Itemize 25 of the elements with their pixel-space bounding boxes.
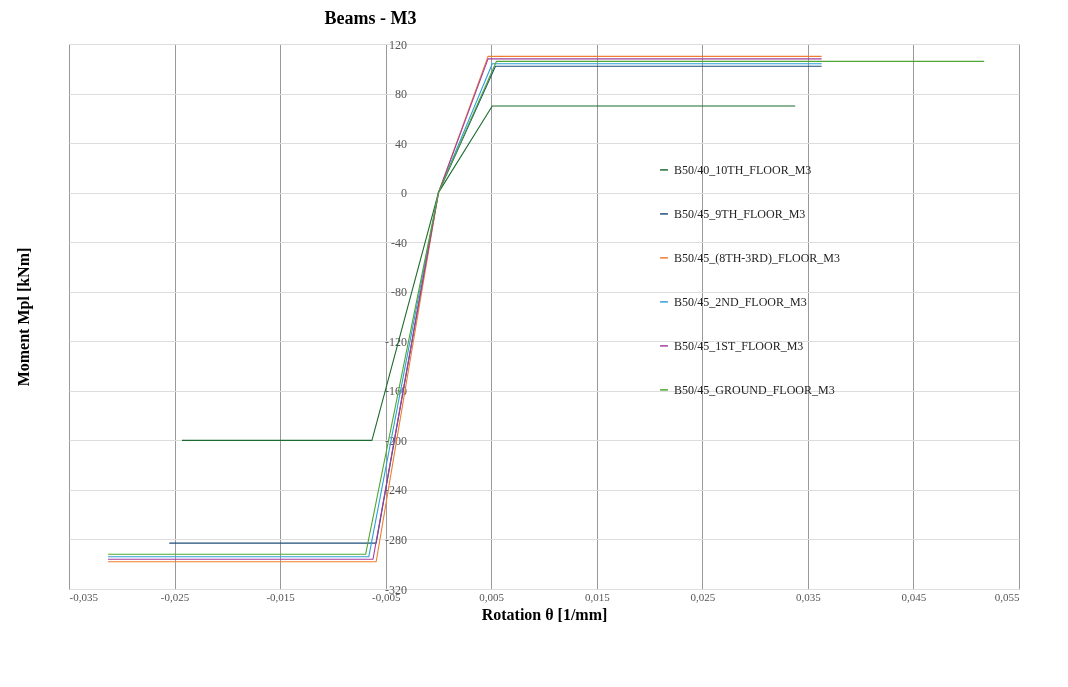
y-tick-label: -280 <box>384 532 407 547</box>
y-axis-title: Moment Mpl [kNm] <box>14 247 33 387</box>
x-tick-label: -0,015 <box>266 590 296 603</box>
x-tick-label: 0,025 <box>690 590 716 603</box>
legend-label: B50/45_9TH_FLOOR_M3 <box>674 206 806 221</box>
legend-label: B50/45_1ST_FLOOR_M3 <box>674 338 804 353</box>
y-tick-label: -40 <box>390 235 407 250</box>
x-tick-label: 0,035 <box>796 590 822 603</box>
x-tick-label: -0,025 <box>160 590 190 603</box>
legend-label: B50/45_2ND_FLOOR_M3 <box>674 294 807 309</box>
chart-title: Beams - M3 <box>324 8 417 28</box>
x-tick-label: 0,005 <box>479 590 505 603</box>
legend-label: B50/45_(8TH-3RD)_FLOOR_M3 <box>674 250 841 265</box>
x-axis-title: Rotation θ [1/mm] <box>481 605 608 623</box>
y-tick-label: 0 <box>400 186 407 201</box>
y-tick-label: -80 <box>390 285 407 300</box>
x-tick-label: 0,045 <box>901 590 927 603</box>
legend-label: B50/40_10TH_FLOOR_M3 <box>674 162 812 177</box>
x-tick-label: -0,035 <box>69 590 99 603</box>
legend-label: B50/45_GROUND_FLOOR_M3 <box>674 382 835 397</box>
y-tick-label: 120 <box>388 37 407 52</box>
x-tick-label: 0,055 <box>994 590 1020 603</box>
y-tick-label: 80 <box>394 87 407 102</box>
x-tick-label: 0,015 <box>584 590 611 603</box>
y-tick-label: 40 <box>394 136 407 151</box>
